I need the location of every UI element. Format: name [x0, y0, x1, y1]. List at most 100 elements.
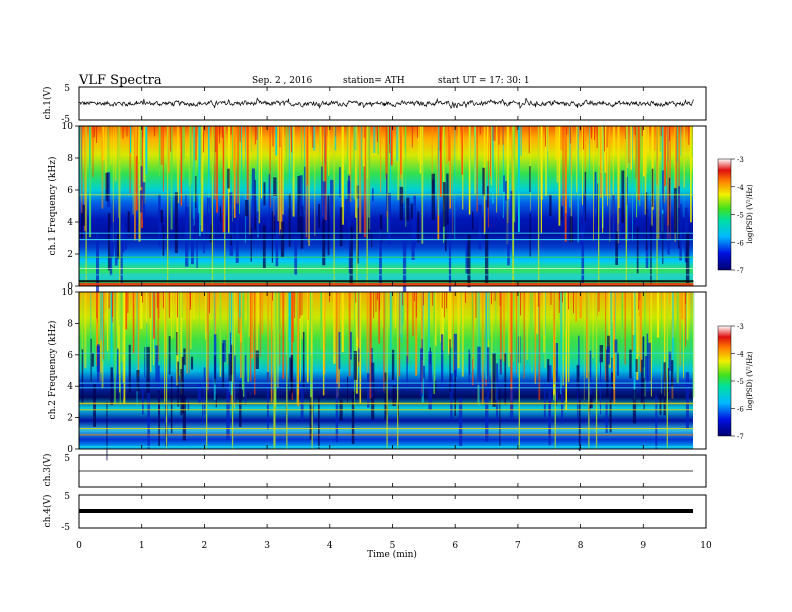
spectrogram-streak	[201, 126, 204, 232]
spectrogram-streak	[135, 126, 138, 211]
spectrogram-dark-streak	[577, 382, 579, 420]
spectrogram-dark-streak	[244, 355, 247, 405]
spectrogram-streak	[292, 126, 295, 217]
spectrogram-streak	[577, 126, 579, 243]
spectrogram-streak	[640, 126, 642, 174]
header-date: Sep. 2 , 2016	[252, 76, 312, 86]
x-tick-label: 10	[700, 541, 712, 551]
spectrogram-streak	[677, 126, 679, 239]
spectrogram-dark-streak	[621, 170, 625, 223]
spectrogram-red-streak	[642, 126, 643, 136]
spectrogram-streak	[341, 292, 344, 353]
x-tick-label: 5	[390, 541, 396, 551]
spectrogram-streak	[683, 292, 686, 324]
spectrogram-streak	[360, 126, 363, 190]
spectrogram-streak	[308, 126, 310, 246]
spectrogram-streak	[631, 292, 634, 351]
spectrogram-dark-streak	[662, 170, 664, 210]
spectrogram-streak	[404, 126, 406, 151]
spectrogram-dark-streak	[299, 175, 303, 217]
ch1-colorbar-ticks: -3 -4 -5 -6 -7	[731, 156, 744, 275]
spectrogram-streak	[570, 126, 572, 175]
spectrogram-streak	[540, 126, 542, 234]
spectrogram-dark-streak	[662, 213, 664, 264]
spectrogram-streak	[661, 292, 662, 395]
spectrogram-red-streak	[594, 126, 595, 141]
spectrogram-dark-streak	[510, 190, 514, 238]
spectrogram-streak	[358, 292, 361, 359]
spectrogram-streak	[198, 126, 201, 214]
spectrogram-streak	[428, 292, 430, 370]
spectrogram-streak	[536, 292, 539, 334]
spectrogram-streak	[624, 292, 626, 365]
spectrogram-streak	[453, 292, 454, 372]
spectrogram-streak	[355, 126, 357, 218]
spectrogram-red-streak	[465, 292, 466, 303]
spectrogram-streak	[471, 292, 473, 360]
spectrogram-streak	[400, 126, 402, 179]
spectrogram-streak	[446, 126, 448, 164]
spectrogram-streak	[290, 292, 293, 400]
spectrogram-red-streak	[156, 292, 158, 309]
spectrogram-dark-streak	[615, 231, 618, 265]
spectrogram-dark-streak	[454, 369, 456, 416]
spectrogram-streak	[615, 292, 616, 367]
spectrogram-full-streak	[286, 292, 288, 449]
spectrogram-streak	[236, 126, 239, 206]
spectrogram-streak	[102, 292, 104, 362]
spectrogram-streak	[186, 292, 189, 374]
spectrogram-streak	[348, 292, 351, 377]
spectrogram-dark-streak	[197, 382, 202, 404]
spectrogram-red-streak	[432, 292, 434, 306]
spectrogram-streak	[282, 126, 284, 215]
spectrogram-full-streak	[211, 126, 214, 286]
spectrogram-dark-streak	[584, 171, 587, 222]
spectrogram-full-streak	[625, 126, 627, 286]
spectrogram-streak	[233, 126, 236, 218]
spectrogram-full-streak	[206, 292, 208, 449]
spectrogram-streak	[278, 126, 280, 170]
spectrogram-streak	[358, 292, 360, 367]
spectrogram-dark-streak	[453, 333, 457, 377]
spectrogram-dark-streak	[348, 216, 351, 273]
spectrogram-dark-streak	[642, 337, 644, 395]
spectrogram-streak	[642, 126, 643, 194]
spectrogram-streak	[181, 126, 184, 181]
spectrogram-red-streak	[301, 292, 303, 316]
spectrogram-streak	[256, 292, 258, 358]
ch2-freq-ticks: 0 2 4 6 8 10	[62, 288, 79, 455]
spectrogram-streak	[506, 126, 510, 199]
spectrogram-full-streak	[656, 126, 658, 286]
spectrogram-dark-streak	[93, 384, 96, 427]
spectrogram-streak	[438, 126, 440, 216]
spectrogram-dark-streak	[651, 168, 654, 208]
ch1-spectrogram-streaks	[79, 126, 693, 293]
spectrogram-streak	[487, 292, 490, 340]
spectrogram-streak	[676, 292, 679, 383]
spectrogram-streak	[251, 292, 254, 359]
spectrogram-dark-streak	[668, 351, 672, 371]
spectrogram-red-streak	[334, 126, 336, 137]
spectrogram-streak	[613, 292, 616, 405]
spectrogram-streak	[412, 292, 415, 337]
spectrogram-streak	[675, 126, 678, 189]
spectrogram-streak	[80, 126, 83, 215]
spectrogram-streak	[562, 292, 564, 386]
spectrogram-streak	[628, 126, 630, 163]
spectrogram-streak	[564, 292, 566, 332]
spectrogram-streak	[565, 126, 567, 214]
spectrogram-streak	[277, 292, 280, 334]
spectrogram-dark-streak	[207, 197, 211, 235]
spectrogram-streak	[565, 292, 567, 410]
spectrogram-red-streak	[491, 292, 492, 305]
spectrogram-dark-streak	[667, 368, 670, 392]
spectrogram-streak	[395, 292, 396, 329]
spectrogram-streak	[178, 292, 181, 377]
spectrogram-dark-streak	[671, 360, 674, 387]
spectrogram-streak	[270, 292, 273, 403]
spectrogram-red-streak	[168, 292, 170, 318]
freq-tick-label: 8	[67, 154, 73, 164]
x-tick-label: 4	[327, 541, 333, 551]
spectrogram-full-streak	[333, 126, 335, 286]
spectrogram-dark-streak	[268, 174, 270, 227]
